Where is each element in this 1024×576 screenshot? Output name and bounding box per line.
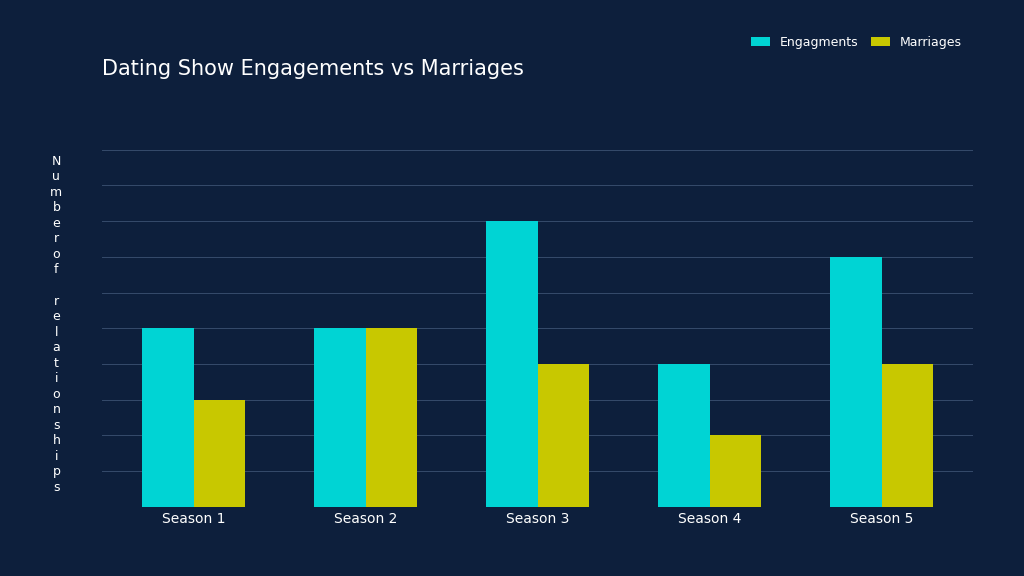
Text: m: m [50, 186, 62, 199]
Bar [486, 221, 538, 507]
Bar [366, 328, 417, 507]
Text: i: i [54, 450, 58, 463]
Text: l: l [54, 325, 58, 339]
Text: o: o [52, 388, 60, 401]
Text: r: r [53, 294, 59, 308]
Bar [142, 328, 194, 507]
Text: e: e [52, 217, 60, 230]
Bar [882, 364, 933, 507]
Text: n: n [52, 403, 60, 416]
Text: f: f [54, 263, 58, 276]
Text: h: h [52, 434, 60, 448]
Text: e: e [52, 310, 60, 323]
Text: N: N [51, 155, 61, 168]
Text: s: s [53, 419, 59, 432]
Bar [830, 257, 882, 507]
Text: r: r [53, 232, 59, 245]
Bar [314, 328, 366, 507]
Text: a: a [52, 341, 60, 354]
Text: p: p [52, 465, 60, 478]
Text: t: t [54, 357, 58, 370]
Text: Dating Show Engagements vs Marriages: Dating Show Engagements vs Marriages [102, 59, 524, 79]
Text: u: u [52, 170, 60, 183]
Legend: Engagments, Marriages: Engagments, Marriages [745, 31, 967, 54]
Bar [658, 364, 710, 507]
Bar [194, 400, 245, 507]
Text: b: b [52, 202, 60, 214]
Bar [538, 364, 589, 507]
Text: s: s [53, 481, 59, 494]
Text: o: o [52, 248, 60, 261]
Text: i: i [54, 372, 58, 385]
Bar [710, 435, 761, 507]
